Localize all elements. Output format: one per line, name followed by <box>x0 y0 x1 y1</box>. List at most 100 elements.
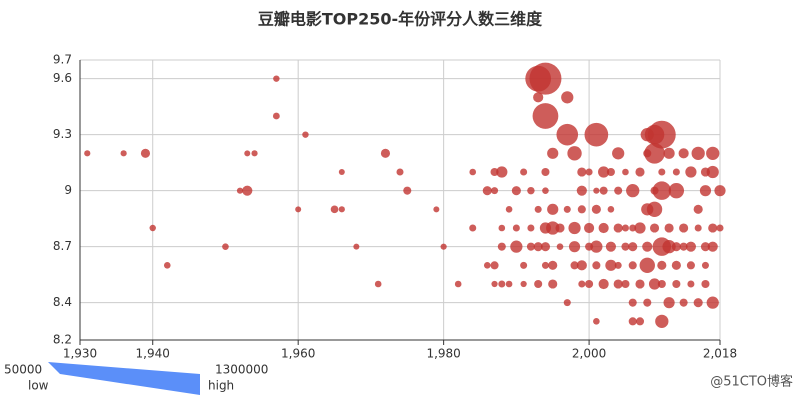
bubble <box>678 148 689 159</box>
bubble <box>273 75 280 82</box>
bubble <box>454 280 462 288</box>
bubble <box>542 187 549 194</box>
bubble <box>338 206 345 213</box>
bubble <box>628 242 638 252</box>
bubble <box>668 182 685 199</box>
bubble <box>396 168 404 176</box>
bubble <box>706 165 719 179</box>
bubble <box>622 168 629 176</box>
bubble <box>643 298 652 307</box>
bubble <box>605 241 616 252</box>
bubble <box>693 204 703 214</box>
bubble <box>440 243 447 250</box>
bubble <box>546 221 560 235</box>
bubble <box>701 261 709 269</box>
bubble <box>621 224 629 232</box>
bubble <box>593 187 600 194</box>
bubble <box>380 148 391 158</box>
bubble <box>469 168 477 176</box>
bubble <box>691 146 705 160</box>
x-tick-label: 1,940 <box>136 347 170 361</box>
bubble <box>577 205 586 214</box>
bubble <box>527 186 535 195</box>
bubble <box>672 279 681 289</box>
bubble <box>547 147 559 159</box>
bubble <box>568 241 581 253</box>
bubble <box>614 261 622 269</box>
bubble <box>647 120 676 149</box>
bubble <box>570 261 579 270</box>
bubble <box>628 317 637 326</box>
bubble <box>578 280 586 288</box>
bubble <box>482 186 492 196</box>
bubble <box>140 148 151 158</box>
bubble <box>84 150 91 157</box>
bubble <box>272 112 280 120</box>
bubble <box>433 206 440 213</box>
bubble <box>626 184 640 198</box>
bubble <box>533 242 543 252</box>
bubble <box>520 168 528 176</box>
bubble <box>541 167 550 177</box>
bubble <box>685 241 696 252</box>
bubble <box>533 92 544 103</box>
bubble <box>498 224 506 232</box>
bubble <box>498 280 506 288</box>
visual-map-max: 1300000 <box>215 363 268 377</box>
bubble <box>657 279 666 289</box>
bubble <box>469 224 477 232</box>
bubble <box>694 224 702 232</box>
bubble <box>548 279 558 289</box>
bubble <box>584 122 609 147</box>
bubble <box>679 223 689 233</box>
bubble <box>699 185 712 197</box>
bubble <box>242 185 253 196</box>
visual-map-bar <box>48 362 200 395</box>
bubble <box>510 240 523 253</box>
bubble <box>593 318 600 325</box>
bubble <box>555 223 565 233</box>
bubble <box>679 298 688 307</box>
bubble <box>585 279 594 289</box>
bubble <box>592 261 601 270</box>
bubble <box>491 187 499 195</box>
bubble <box>556 123 579 146</box>
bubble <box>613 279 623 289</box>
bubble <box>613 223 623 233</box>
bubble <box>497 242 506 251</box>
bubble <box>353 243 360 250</box>
bubble <box>714 185 726 197</box>
bubble <box>496 166 508 178</box>
bubble <box>576 185 587 196</box>
bubble <box>541 261 549 269</box>
bubble <box>663 297 675 309</box>
bubble <box>534 279 543 289</box>
bubble <box>700 242 711 252</box>
bubble <box>548 260 558 270</box>
bubble <box>556 243 564 250</box>
y-tick-label: 9.3 <box>53 127 72 141</box>
bubble <box>529 62 562 95</box>
y-tick-label: 8.4 <box>53 295 72 309</box>
bubble <box>701 279 710 289</box>
bubble <box>671 242 681 252</box>
bubble <box>374 280 382 288</box>
bubble <box>598 166 610 178</box>
bubble <box>526 242 535 251</box>
bubble <box>706 296 719 309</box>
bubble <box>505 206 513 213</box>
bubble <box>621 242 630 251</box>
y-tick-label: 9 <box>64 183 72 197</box>
bubble <box>577 167 587 177</box>
bubble <box>716 224 724 232</box>
bubble <box>707 241 718 252</box>
bubble <box>561 91 574 104</box>
bubble <box>685 166 697 178</box>
bubble <box>635 167 645 177</box>
bubble <box>605 259 617 271</box>
visual-map-low: low <box>28 379 49 393</box>
bubble <box>527 224 535 232</box>
bubble <box>614 186 623 195</box>
bubble <box>652 181 672 200</box>
bubble <box>338 169 345 175</box>
